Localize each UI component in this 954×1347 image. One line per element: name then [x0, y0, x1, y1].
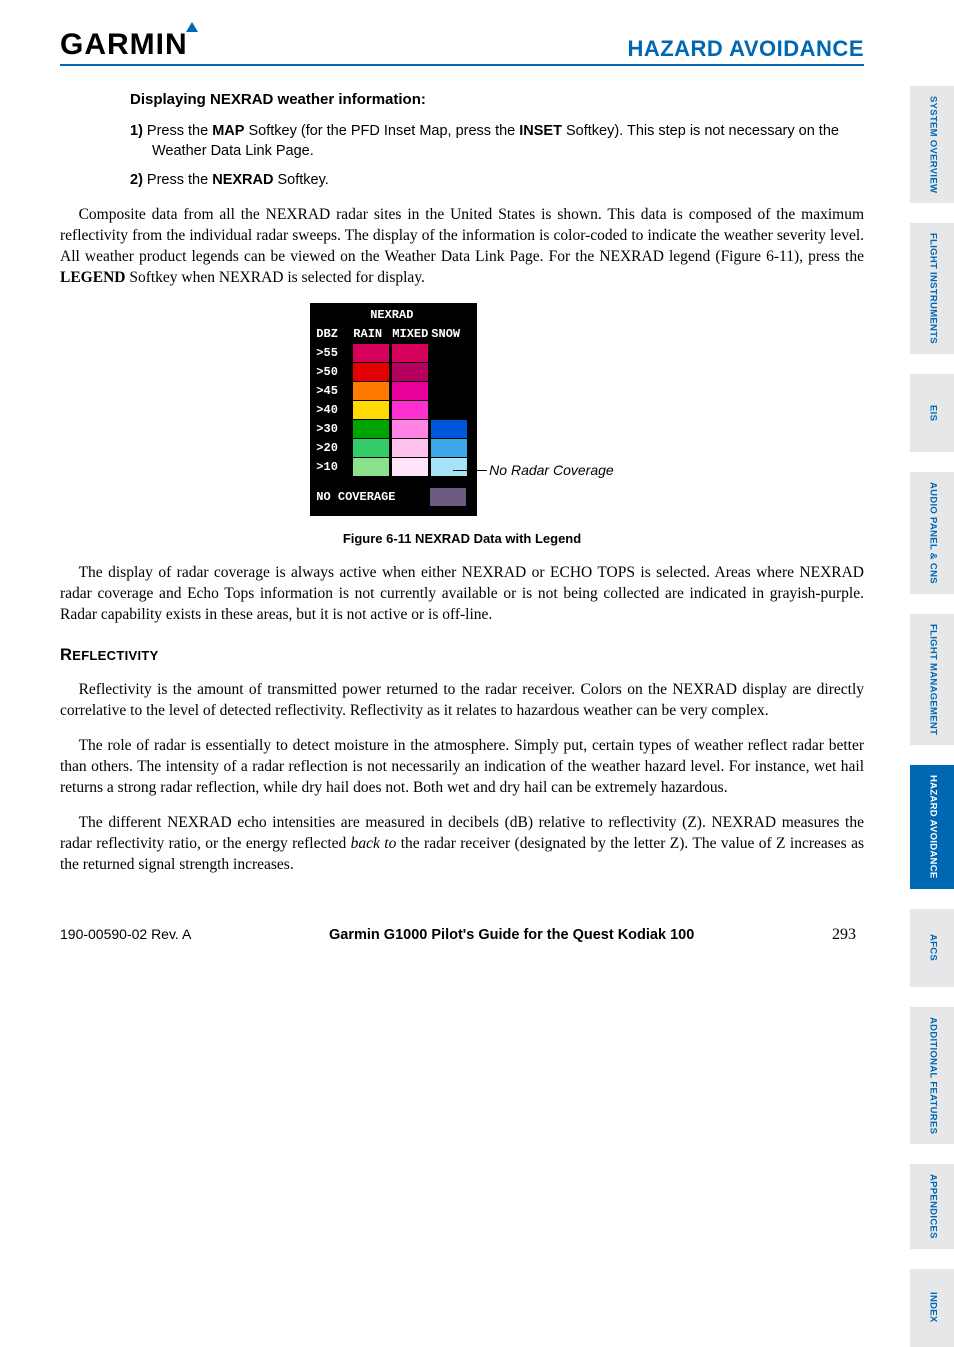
legend-swatch — [431, 420, 467, 438]
footer-title: Garmin G1000 Pilot's Guide for the Quest… — [329, 927, 694, 943]
main-content: Displaying NEXRAD weather information: 1… — [60, 90, 864, 876]
legend-swatch — [353, 439, 389, 457]
no-coverage-swatch — [430, 488, 466, 506]
nexrad-legend-figure: NEXRAD DBZRAINMIXEDSNOW >55>50>45>40>30>2… — [60, 303, 864, 516]
paragraph-coverage: The display of radar coverage is always … — [60, 563, 864, 626]
paragraph-composite: Composite data from all the NEXRAD radar… — [60, 205, 864, 289]
legend-label: MIXED — [392, 325, 428, 343]
instruction-step: 2) Press the NEXRAD Softkey. — [152, 171, 864, 191]
legend-swatch — [392, 420, 428, 438]
page-header: GARMIN HAZARD AVOIDANCE — [60, 28, 864, 66]
figure-caption: Figure 6-11 NEXRAD Data with Legend — [60, 530, 864, 548]
section-tab[interactable]: SYSTEM OVERVIEW — [910, 86, 954, 203]
legend-swatch — [431, 458, 467, 476]
no-coverage-row: NO COVERAGE — [316, 488, 467, 506]
legend-label: >20 — [316, 439, 350, 457]
legend-swatch — [431, 363, 467, 381]
footer-docnum: 190-00590-02 Rev. A — [60, 926, 191, 942]
section-tab[interactable]: ADDITIONAL FEATURES — [910, 1007, 954, 1144]
no-coverage-label: NO COVERAGE — [316, 489, 395, 505]
section-tab[interactable]: AUDIO PANEL & CNS — [910, 472, 954, 594]
section-tab[interactable]: HAZARD AVOIDANCE — [910, 765, 954, 889]
footer-pagenum: 293 — [832, 926, 856, 944]
paragraph-reflectivity-2: The role of radar is essentially to dete… — [60, 736, 864, 799]
legend-swatch — [392, 401, 428, 419]
legend-swatch — [353, 363, 389, 381]
legend-label: >45 — [316, 382, 350, 400]
page-footer: 190-00590-02 Rev. A Garmin G1000 Pilot's… — [60, 926, 864, 944]
paragraph-reflectivity-1: Reflectivity is the amount of transmitte… — [60, 680, 864, 722]
legend-label: >55 — [316, 344, 350, 362]
legend-label: >50 — [316, 363, 350, 381]
section-tab[interactable]: EIS — [910, 374, 954, 452]
logo-text: GARMIN — [60, 28, 188, 61]
section-title: HAZARD AVOIDANCE — [627, 36, 864, 62]
legend-swatch — [431, 382, 467, 400]
legend-swatch — [353, 458, 389, 476]
legend-swatch — [353, 344, 389, 362]
section-tab[interactable]: FLIGHT MANAGEMENT — [910, 614, 954, 745]
legend-swatch — [353, 401, 389, 419]
legend-swatch — [431, 401, 467, 419]
legend-swatch — [353, 382, 389, 400]
logo-triangle-icon — [186, 22, 198, 32]
legend-swatch — [431, 439, 467, 457]
legend-swatch — [392, 382, 428, 400]
instruction-heading: Displaying NEXRAD weather information: — [130, 90, 864, 110]
section-tab[interactable]: APPENDICES — [910, 1164, 954, 1249]
reflectivity-heading: REFLECTIVITY — [60, 644, 864, 666]
no-coverage-callout: No Radar Coverage — [489, 461, 614, 480]
instruction-step: 1) Press the MAP Softkey (for the PFD In… — [152, 122, 864, 161]
legend-title: NEXRAD — [316, 307, 467, 323]
section-tab[interactable]: FLIGHT INSTRUMENTS — [910, 223, 954, 354]
legend-label: SNOW — [431, 325, 467, 343]
legend-label: RAIN — [353, 325, 389, 343]
section-tabs: SYSTEM OVERVIEW FLIGHT INSTRUMENTS EIS AUDI… — [910, 86, 954, 1347]
legend-box: NEXRAD DBZRAINMIXEDSNOW >55>50>45>40>30>2… — [310, 303, 477, 516]
legend-label: DBZ — [316, 325, 350, 343]
legend-label: >10 — [316, 458, 350, 476]
legend-swatch — [431, 344, 467, 362]
legend-swatch — [353, 420, 389, 438]
legend-label: >40 — [316, 401, 350, 419]
legend-swatch — [392, 439, 428, 457]
paragraph-reflectivity-3: The different NEXRAD echo intensities ar… — [60, 813, 864, 876]
garmin-logo: GARMIN — [60, 28, 200, 62]
legend-swatch — [392, 363, 428, 381]
section-tab[interactable]: INDEX — [910, 1269, 954, 1347]
legend-swatch — [392, 344, 428, 362]
legend-label: >30 — [316, 420, 350, 438]
legend-swatch — [392, 458, 428, 476]
section-tab[interactable]: AFCS — [910, 909, 954, 987]
